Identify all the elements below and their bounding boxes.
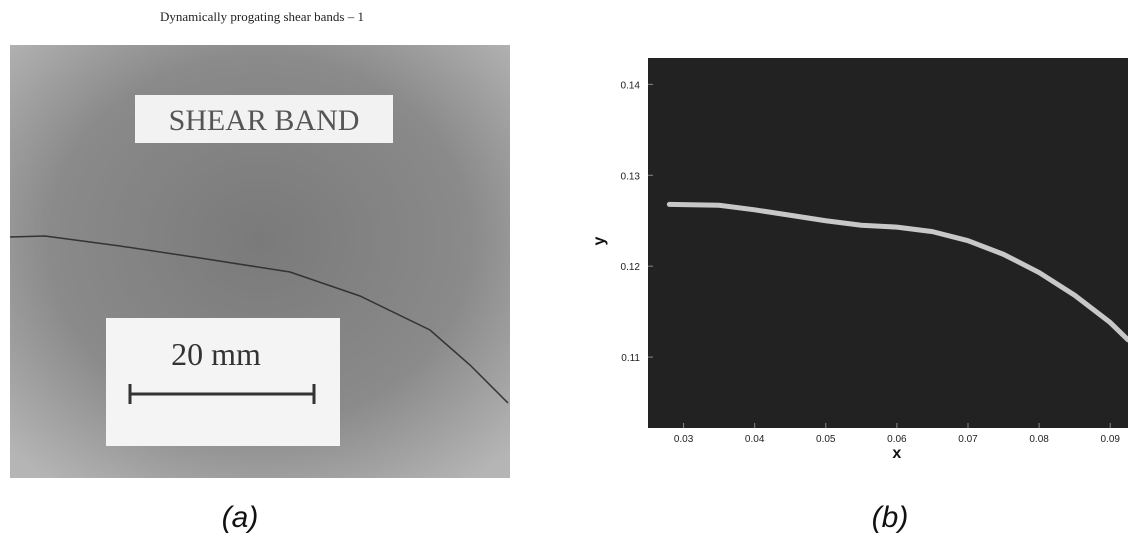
x-tick-label: 0.04	[745, 434, 765, 445]
x-tick-label: 0.07	[958, 434, 978, 445]
scale-bar	[128, 384, 316, 404]
plot-area	[648, 58, 1128, 428]
crack	[9, 235, 509, 404]
scale-label: 20 mm	[171, 336, 261, 372]
shear-band-label: SHEAR BAND	[169, 104, 360, 137]
x-tick-label: 0.06	[887, 434, 907, 445]
label-box	[135, 95, 393, 143]
y-tick-label: 0.11	[621, 353, 640, 364]
caption-b: (b)	[872, 501, 909, 534]
y-axis-label: y	[591, 236, 608, 245]
x-tick-label: 0.08	[1029, 434, 1049, 445]
x-tick-label: 0.03	[674, 434, 694, 445]
x-tick-label: 0.05	[816, 434, 836, 445]
scale-box	[106, 318, 340, 446]
shear-band-curve	[666, 201, 1128, 343]
x-tick-label: 0.09	[1100, 434, 1120, 445]
y-tick-label: 0.13	[621, 171, 641, 182]
y-tick-label: 0.14	[621, 80, 641, 91]
y-tick-label: 0.12	[621, 262, 641, 273]
caption-a: (a)	[222, 501, 259, 534]
plot: 0.03 0.04 0.05 0.06 0.07 0.08 0.09 0.11 0.12 0.13…	[591, 58, 1128, 462]
x-axis-label: x	[892, 445, 901, 462]
panel-title: Dynamically progating shear bands – 1	[160, 9, 364, 24]
